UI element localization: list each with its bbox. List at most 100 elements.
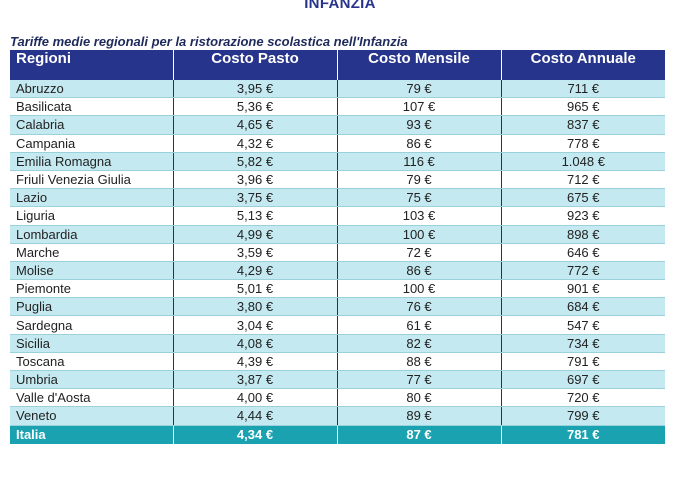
meal-cost-cell: 3,75 € [173, 188, 338, 208]
meal-cost-cell: 5,36 € [173, 97, 338, 117]
column-header-costo-pasto: Costo Pasto [173, 50, 338, 80]
table-row: Valle d'Aosta 4,00 €80 €720 € [10, 388, 665, 408]
region-cell: Basilicata [10, 97, 174, 117]
region-cell: Campania [10, 134, 174, 153]
annual-cost-cell: 697 € [501, 370, 665, 390]
annual-cost-cell: 837 € [501, 115, 665, 135]
annual-cost-cell: 901 € [501, 279, 665, 299]
region-cell: Puglia [10, 297, 174, 317]
meal-cost-cell: 4,29 € [173, 261, 338, 281]
table-row: Campania 4,32 €86 €778 € [10, 134, 665, 153]
meal-cost-cell: 5,82 € [173, 152, 338, 171]
monthly-cost-cell: 75 € [337, 188, 502, 208]
annual-cost-cell: 711 € [501, 80, 665, 99]
meal-cost-cell: 4,39 € [173, 352, 338, 372]
table-row: Toscana 4,39 €88 €791 € [10, 352, 665, 372]
total-region-cell: Italia [10, 425, 174, 444]
monthly-cost-cell: 93 € [337, 115, 502, 135]
meal-cost-cell: 4,08 € [173, 334, 338, 353]
region-cell: Umbria [10, 370, 174, 390]
region-cell: Piemonte [10, 279, 174, 299]
region-cell: Liguria [10, 206, 174, 226]
meal-cost-cell: 4,00 € [173, 388, 338, 408]
table-body: Abruzzo 3,95 €79 €711 € Basilicata 5,36 €10… [10, 80, 665, 444]
annual-cost-cell: 923 € [501, 206, 665, 226]
region-cell: Valle d'Aosta [10, 388, 174, 408]
region-cell: Friuli Venezia Giulia [10, 170, 174, 190]
meal-cost-cell: 4,65 € [173, 115, 338, 135]
monthly-cost-cell: 82 € [337, 334, 502, 353]
table-row: Emilia Romagna 5,82 €116 €1.048 € [10, 152, 665, 171]
table-caption: Tariffe medie regionali per la ristorazi… [10, 34, 408, 49]
annual-cost-cell: 720 € [501, 388, 665, 408]
region-cell: Sardegna [10, 315, 174, 335]
annual-cost-cell: 772 € [501, 261, 665, 281]
meal-cost-cell: 5,01 € [173, 279, 338, 299]
annual-cost-cell: 799 € [501, 406, 665, 426]
monthly-cost-cell: 72 € [337, 243, 502, 262]
total-row: Italia 4,34 €87 €781 € [10, 425, 665, 444]
monthly-cost-cell: 103 € [337, 206, 502, 226]
region-cell: Veneto [10, 406, 174, 426]
monthly-cost-cell: 100 € [337, 225, 502, 244]
total-meal-cost-cell: 4,34 € [173, 425, 338, 444]
annual-cost-cell: 965 € [501, 97, 665, 117]
table-row: Liguria 5,13 €103 €923 € [10, 206, 665, 226]
monthly-cost-cell: 100 € [337, 279, 502, 299]
region-cell: Sicilia [10, 334, 174, 353]
meal-cost-cell: 4,99 € [173, 225, 338, 244]
region-cell: Marche [10, 243, 174, 262]
page-title: INFANZIA [304, 0, 376, 12]
column-header-costo-annuale: Costo Annuale [501, 50, 665, 80]
table-row: Basilicata 5,36 €107 €965 € [10, 97, 665, 117]
meal-cost-cell: 3,80 € [173, 297, 338, 317]
table-row: Lombardia 4,99 €100 €898 € [10, 225, 665, 244]
meal-cost-cell: 4,44 € [173, 406, 338, 426]
monthly-cost-cell: 116 € [337, 152, 502, 171]
table-row: Umbria 3,87 €77 €697 € [10, 370, 665, 390]
table-header-row: Regioni Costo Pasto Costo Mensile Costo … [10, 50, 665, 80]
region-cell: Abruzzo [10, 80, 174, 99]
table-row: Piemonte 5,01 €100 €901 € [10, 279, 665, 299]
column-header-regioni: Regioni [10, 50, 174, 80]
monthly-cost-cell: 107 € [337, 97, 502, 117]
table-row: Puglia 3,80 €76 €684 € [10, 297, 665, 317]
meal-cost-cell: 3,59 € [173, 243, 338, 262]
monthly-cost-cell: 79 € [337, 170, 502, 190]
annual-cost-cell: 1.048 € [501, 152, 665, 171]
region-cell: Lombardia [10, 225, 174, 244]
meal-cost-cell: 4,32 € [173, 134, 338, 153]
annual-cost-cell: 646 € [501, 243, 665, 262]
annual-cost-cell: 898 € [501, 225, 665, 244]
monthly-cost-cell: 80 € [337, 388, 502, 408]
table-row: Calabria 4,65 €93 €837 € [10, 115, 665, 135]
table-row: Marche 3,59 €72 €646 € [10, 243, 665, 262]
annual-cost-cell: 547 € [501, 315, 665, 335]
monthly-cost-cell: 86 € [337, 134, 502, 153]
table-row: Abruzzo 3,95 €79 €711 € [10, 80, 665, 99]
table-row: Sicilia 4,08 €82 €734 € [10, 334, 665, 353]
monthly-cost-cell: 76 € [337, 297, 502, 317]
monthly-cost-cell: 88 € [337, 352, 502, 372]
table-row: Sardegna 3,04 €61 €547 € [10, 315, 665, 335]
region-cell: Lazio [10, 188, 174, 208]
meal-cost-cell: 5,13 € [173, 206, 338, 226]
table-row: Lazio 3,75 €75 €675 € [10, 188, 665, 208]
table-row: Friuli Venezia Giulia 3,96 €79 €712 € [10, 170, 665, 190]
total-annual-cost-cell: 781 € [501, 425, 665, 444]
annual-cost-cell: 712 € [501, 170, 665, 190]
region-cell: Toscana [10, 352, 174, 372]
meal-cost-cell: 3,04 € [173, 315, 338, 335]
annual-cost-cell: 734 € [501, 334, 665, 353]
meal-cost-cell: 3,95 € [173, 80, 338, 99]
monthly-cost-cell: 86 € [337, 261, 502, 281]
meal-cost-cell: 3,87 € [173, 370, 338, 390]
table-row: Veneto 4,44 €89 €799 € [10, 406, 665, 426]
total-monthly-cost-cell: 87 € [337, 425, 502, 444]
region-cell: Calabria [10, 115, 174, 135]
annual-cost-cell: 675 € [501, 188, 665, 208]
monthly-cost-cell: 79 € [337, 80, 502, 99]
table-row: Molise 4,29 €86 €772 € [10, 261, 665, 281]
column-header-costo-mensile: Costo Mensile [337, 50, 502, 80]
